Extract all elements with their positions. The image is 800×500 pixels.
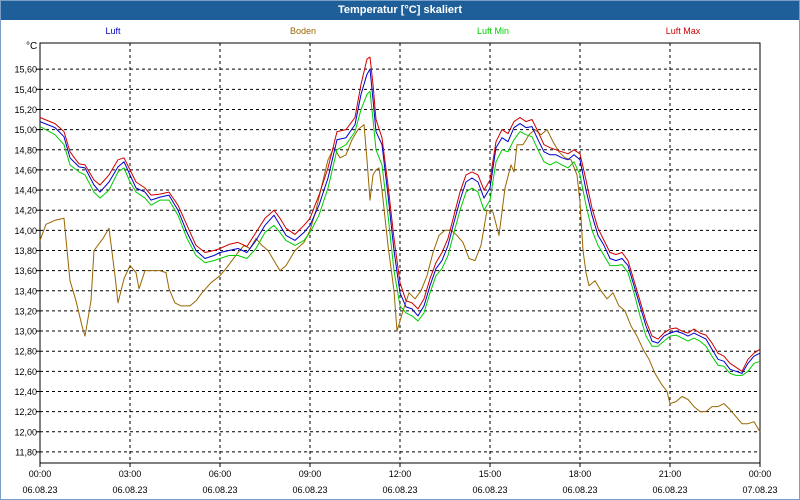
- x-tick-date: 06.08.23: [112, 485, 147, 495]
- x-tick-time: 15:00: [479, 469, 502, 479]
- y-tick-label: 12,40: [14, 387, 37, 397]
- y-tick-label: 14,20: [14, 206, 37, 216]
- x-tick-time: 21:00: [659, 469, 682, 479]
- legend: Luft Boden Luft Min Luft Max: [105, 26, 700, 36]
- grid: [40, 43, 760, 463]
- x-tick-date: 06.08.23: [292, 485, 327, 495]
- y-tick-label: 11,80: [15, 447, 37, 457]
- x-tick-time: 06:00: [209, 469, 232, 479]
- series-line-luft: [39, 68, 761, 374]
- x-tick-date: 06.08.23: [562, 485, 597, 495]
- y-tick-label: 15,60: [14, 65, 37, 75]
- y-tick-label: 15,00: [14, 125, 37, 135]
- series-line-luft-min: [39, 90, 761, 376]
- x-axis-ticks: 00:00 06.08.23 03:00 06.08.23 06:00 06.08.23 0…: [22, 463, 778, 495]
- x-tick-time: 18:00: [569, 469, 592, 479]
- y-tick-label: 15,20: [14, 105, 37, 115]
- x-tick-time: 00:00: [749, 469, 772, 479]
- x-tick-time: 09:00: [299, 469, 322, 479]
- x-tick-time: 12:00: [389, 469, 412, 479]
- series-line-luft-max: [39, 56, 761, 372]
- legend-item-luft-min: Luft Min: [477, 26, 509, 36]
- legend-item-luft-max: Luft Max: [666, 26, 701, 36]
- series-line-boden: [39, 124, 761, 433]
- x-tick-date: 06.08.23: [652, 485, 687, 495]
- y-tick-label: 12,60: [14, 367, 37, 377]
- y-tick-label: 13,00: [14, 327, 37, 337]
- x-tick-date: 06.08.23: [22, 485, 57, 495]
- y-tick-label: 14,40: [14, 186, 37, 196]
- y-tick-label: 15,40: [14, 85, 37, 95]
- y-axis-ticks: 11,80 12,00 12,20 12,40 12,60 12,80 13,00 13,20…: [14, 65, 40, 457]
- chart-title: Temperatur [°C] skaliert: [1, 1, 799, 20]
- series-lines: [39, 56, 761, 433]
- y-tick-label: 12,20: [14, 407, 37, 417]
- y-tick-label: 13,80: [14, 246, 37, 256]
- y-tick-label: 13,40: [14, 286, 37, 296]
- y-tick-label: 13,60: [14, 266, 37, 276]
- x-tick-date: 06.08.23: [382, 485, 417, 495]
- x-tick-date: 06.08.23: [472, 485, 507, 495]
- x-tick-time: 03:00: [119, 469, 142, 479]
- y-tick-label: 14,80: [14, 145, 37, 155]
- y-tick-label: 14,00: [14, 226, 37, 236]
- y-tick-label: 13,20: [14, 306, 37, 316]
- legend-item-boden: Boden: [290, 26, 316, 36]
- x-tick-date: 07.08.23: [742, 485, 777, 495]
- x-tick-date: 06.08.23: [202, 485, 237, 495]
- y-tick-label: 12,80: [14, 347, 37, 357]
- x-tick-time: 00:00: [29, 469, 52, 479]
- y-tick-label: 14,60: [14, 165, 37, 175]
- y-tick-label: 12,00: [14, 427, 37, 437]
- y-axis-unit: °C: [26, 41, 37, 52]
- legend-item-luft: Luft: [105, 26, 121, 36]
